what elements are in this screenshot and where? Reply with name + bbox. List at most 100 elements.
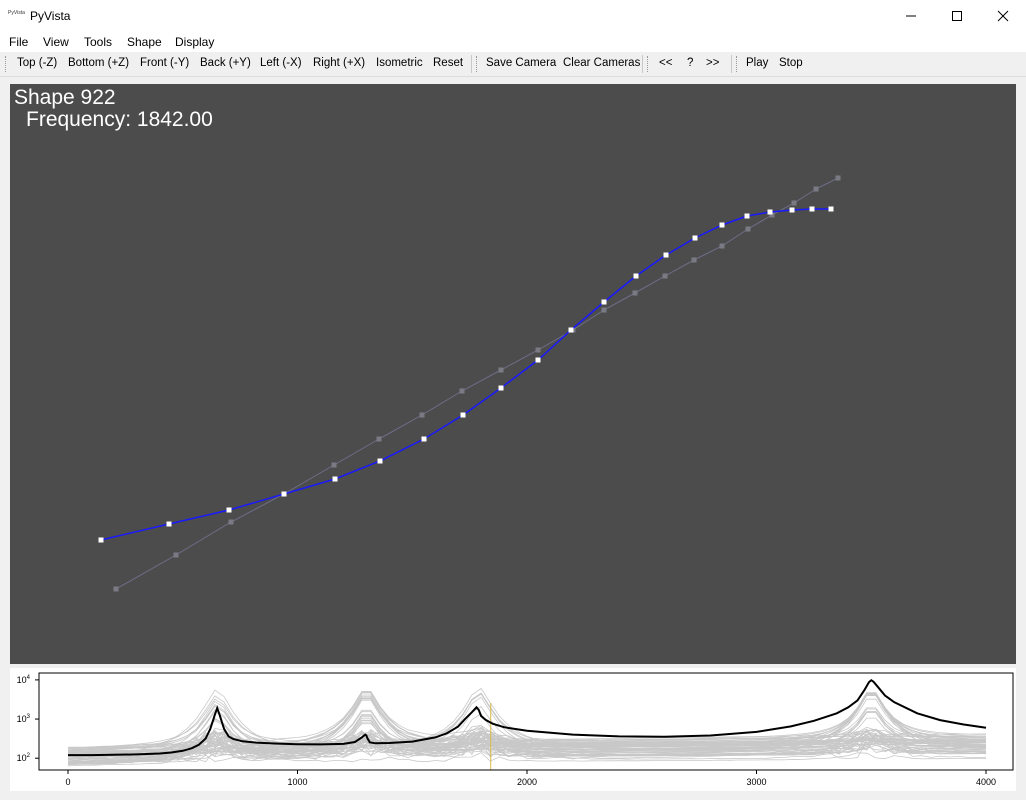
deformed-node bbox=[692, 235, 698, 241]
view-left-button[interactable]: Left (-X) bbox=[260, 57, 302, 69]
background-curve bbox=[67, 719, 986, 749]
deformed-node bbox=[226, 507, 232, 513]
x-tick-label: 2000 bbox=[517, 777, 537, 787]
undeformed-node bbox=[791, 200, 797, 206]
deformed-node bbox=[166, 521, 172, 527]
view-right-button[interactable]: Right (+X) bbox=[313, 57, 366, 69]
undeformed-node bbox=[173, 552, 179, 558]
undeformed-node bbox=[376, 436, 382, 442]
menu-file[interactable]: File bbox=[9, 35, 29, 49]
view-isometric-button[interactable]: Isometric bbox=[376, 57, 423, 69]
clear-cameras-button[interactable]: Clear Cameras bbox=[563, 57, 641, 69]
close-button[interactable] bbox=[980, 0, 1026, 31]
deformed-node bbox=[460, 412, 466, 418]
deformed-node bbox=[767, 209, 773, 215]
next-shape-button[interactable]: >> bbox=[706, 57, 720, 69]
undeformed-node bbox=[331, 462, 337, 468]
reset-camera-button[interactable]: Reset bbox=[433, 57, 464, 69]
view-bottom-button[interactable]: Bottom (+Z) bbox=[68, 57, 130, 69]
frequency-response-plot[interactable]: 0 1000 2000 3000 4000 102 103 104 bbox=[10, 668, 1016, 791]
series-line bbox=[68, 678, 987, 757]
minimize-icon bbox=[906, 15, 916, 17]
toolbar-grip[interactable] bbox=[647, 56, 650, 72]
y-tick-label: 103 bbox=[17, 714, 31, 724]
menu-shape[interactable]: Shape bbox=[127, 35, 162, 49]
y-axis: 102 103 104 bbox=[17, 675, 39, 763]
view-top-button[interactable]: Top (-Z) bbox=[17, 57, 58, 69]
deformed-node bbox=[535, 357, 541, 363]
deformed-node bbox=[663, 252, 669, 258]
deformed-node bbox=[281, 491, 287, 497]
y-tick-label: 102 bbox=[17, 753, 31, 763]
view-front-button[interactable]: Front (-Y) bbox=[140, 57, 190, 69]
menu-view[interactable]: View bbox=[43, 35, 69, 49]
deformed-node bbox=[332, 476, 338, 482]
toolbar-separator bbox=[642, 55, 643, 73]
x-tick-label: 4000 bbox=[976, 777, 996, 787]
background-curve bbox=[67, 695, 987, 749]
previous-shape-button[interactable]: << bbox=[659, 57, 673, 69]
toolbar-grip[interactable] bbox=[736, 56, 739, 72]
undeformed-node bbox=[419, 412, 425, 418]
toolbar-grip[interactable] bbox=[476, 56, 479, 72]
undeformed-node bbox=[228, 519, 234, 525]
deformed-node bbox=[719, 222, 725, 228]
deformed-node bbox=[98, 537, 104, 543]
menu-bar: File View Tools Shape Display bbox=[0, 31, 1026, 52]
undeformed-node bbox=[113, 586, 119, 592]
pyvista-logo-icon: PyVista bbox=[8, 10, 25, 16]
deformed-node bbox=[789, 207, 795, 213]
menu-display[interactable]: Display bbox=[175, 35, 215, 49]
undeformed-node bbox=[632, 290, 638, 296]
frequency-label: Frequency: 1842.00 bbox=[26, 108, 213, 131]
title-bar: PyVista PyVista bbox=[0, 0, 1026, 31]
maximize-button[interactable] bbox=[934, 0, 980, 31]
undeformed-node bbox=[662, 273, 668, 279]
close-icon bbox=[997, 10, 1009, 22]
mode-shape-canvas[interactable] bbox=[10, 84, 1016, 664]
background-curve bbox=[67, 693, 987, 766]
deformed-node bbox=[498, 385, 504, 391]
minimize-button[interactable] bbox=[888, 0, 934, 31]
background-curve bbox=[67, 687, 987, 759]
background-curve bbox=[67, 714, 987, 758]
toolbar-separator bbox=[471, 55, 472, 73]
background-curve bbox=[67, 696, 987, 765]
menu-tools[interactable]: Tools bbox=[84, 35, 113, 49]
toolbar-grip[interactable] bbox=[5, 56, 8, 72]
deformed-node bbox=[601, 299, 607, 305]
deformed-node bbox=[568, 327, 574, 333]
y-tick-label: 104 bbox=[17, 675, 31, 685]
save-camera-button[interactable]: Save Camera bbox=[486, 57, 557, 69]
undeformed-node bbox=[459, 388, 465, 394]
window-title: PyVista bbox=[30, 9, 71, 23]
deformed-shape bbox=[98, 206, 834, 543]
background-curve bbox=[67, 730, 987, 756]
view-back-button[interactable]: Back (+Y) bbox=[200, 57, 251, 69]
shape-help-button[interactable]: ? bbox=[687, 57, 694, 69]
undeformed-node bbox=[535, 347, 541, 353]
deformed-node bbox=[744, 213, 750, 219]
camera-toolbar: Top (-Z) Bottom (+Z) Front (-Y) Back (+Y… bbox=[0, 52, 1026, 77]
x-axis: 0 1000 2000 3000 4000 bbox=[65, 770, 996, 787]
stop-button[interactable]: Stop bbox=[779, 57, 803, 69]
deformed-node bbox=[633, 273, 639, 279]
frf-chart[interactable]: 0 1000 2000 3000 4000 102 103 104 bbox=[10, 668, 1016, 791]
render-viewport[interactable]: Shape 922 Frequency: 1842.00 bbox=[10, 84, 1016, 664]
background-curve bbox=[67, 709, 987, 764]
x-tick-label: 0 bbox=[65, 777, 70, 787]
undeformed-node bbox=[691, 257, 697, 263]
background-curve bbox=[67, 706, 987, 758]
undeformed-node bbox=[769, 212, 775, 218]
deformed-node bbox=[421, 436, 427, 442]
undeformed-node bbox=[835, 175, 841, 181]
x-tick-label: 3000 bbox=[746, 777, 766, 787]
undeformed-node bbox=[745, 226, 751, 232]
deformed-node bbox=[828, 206, 834, 212]
undeformed-node bbox=[601, 307, 607, 313]
undeformed-node bbox=[813, 186, 819, 192]
play-button[interactable]: Play bbox=[746, 57, 769, 69]
undeformed-node bbox=[719, 243, 725, 249]
deformed-node bbox=[809, 206, 815, 212]
background-curve bbox=[67, 721, 986, 767]
